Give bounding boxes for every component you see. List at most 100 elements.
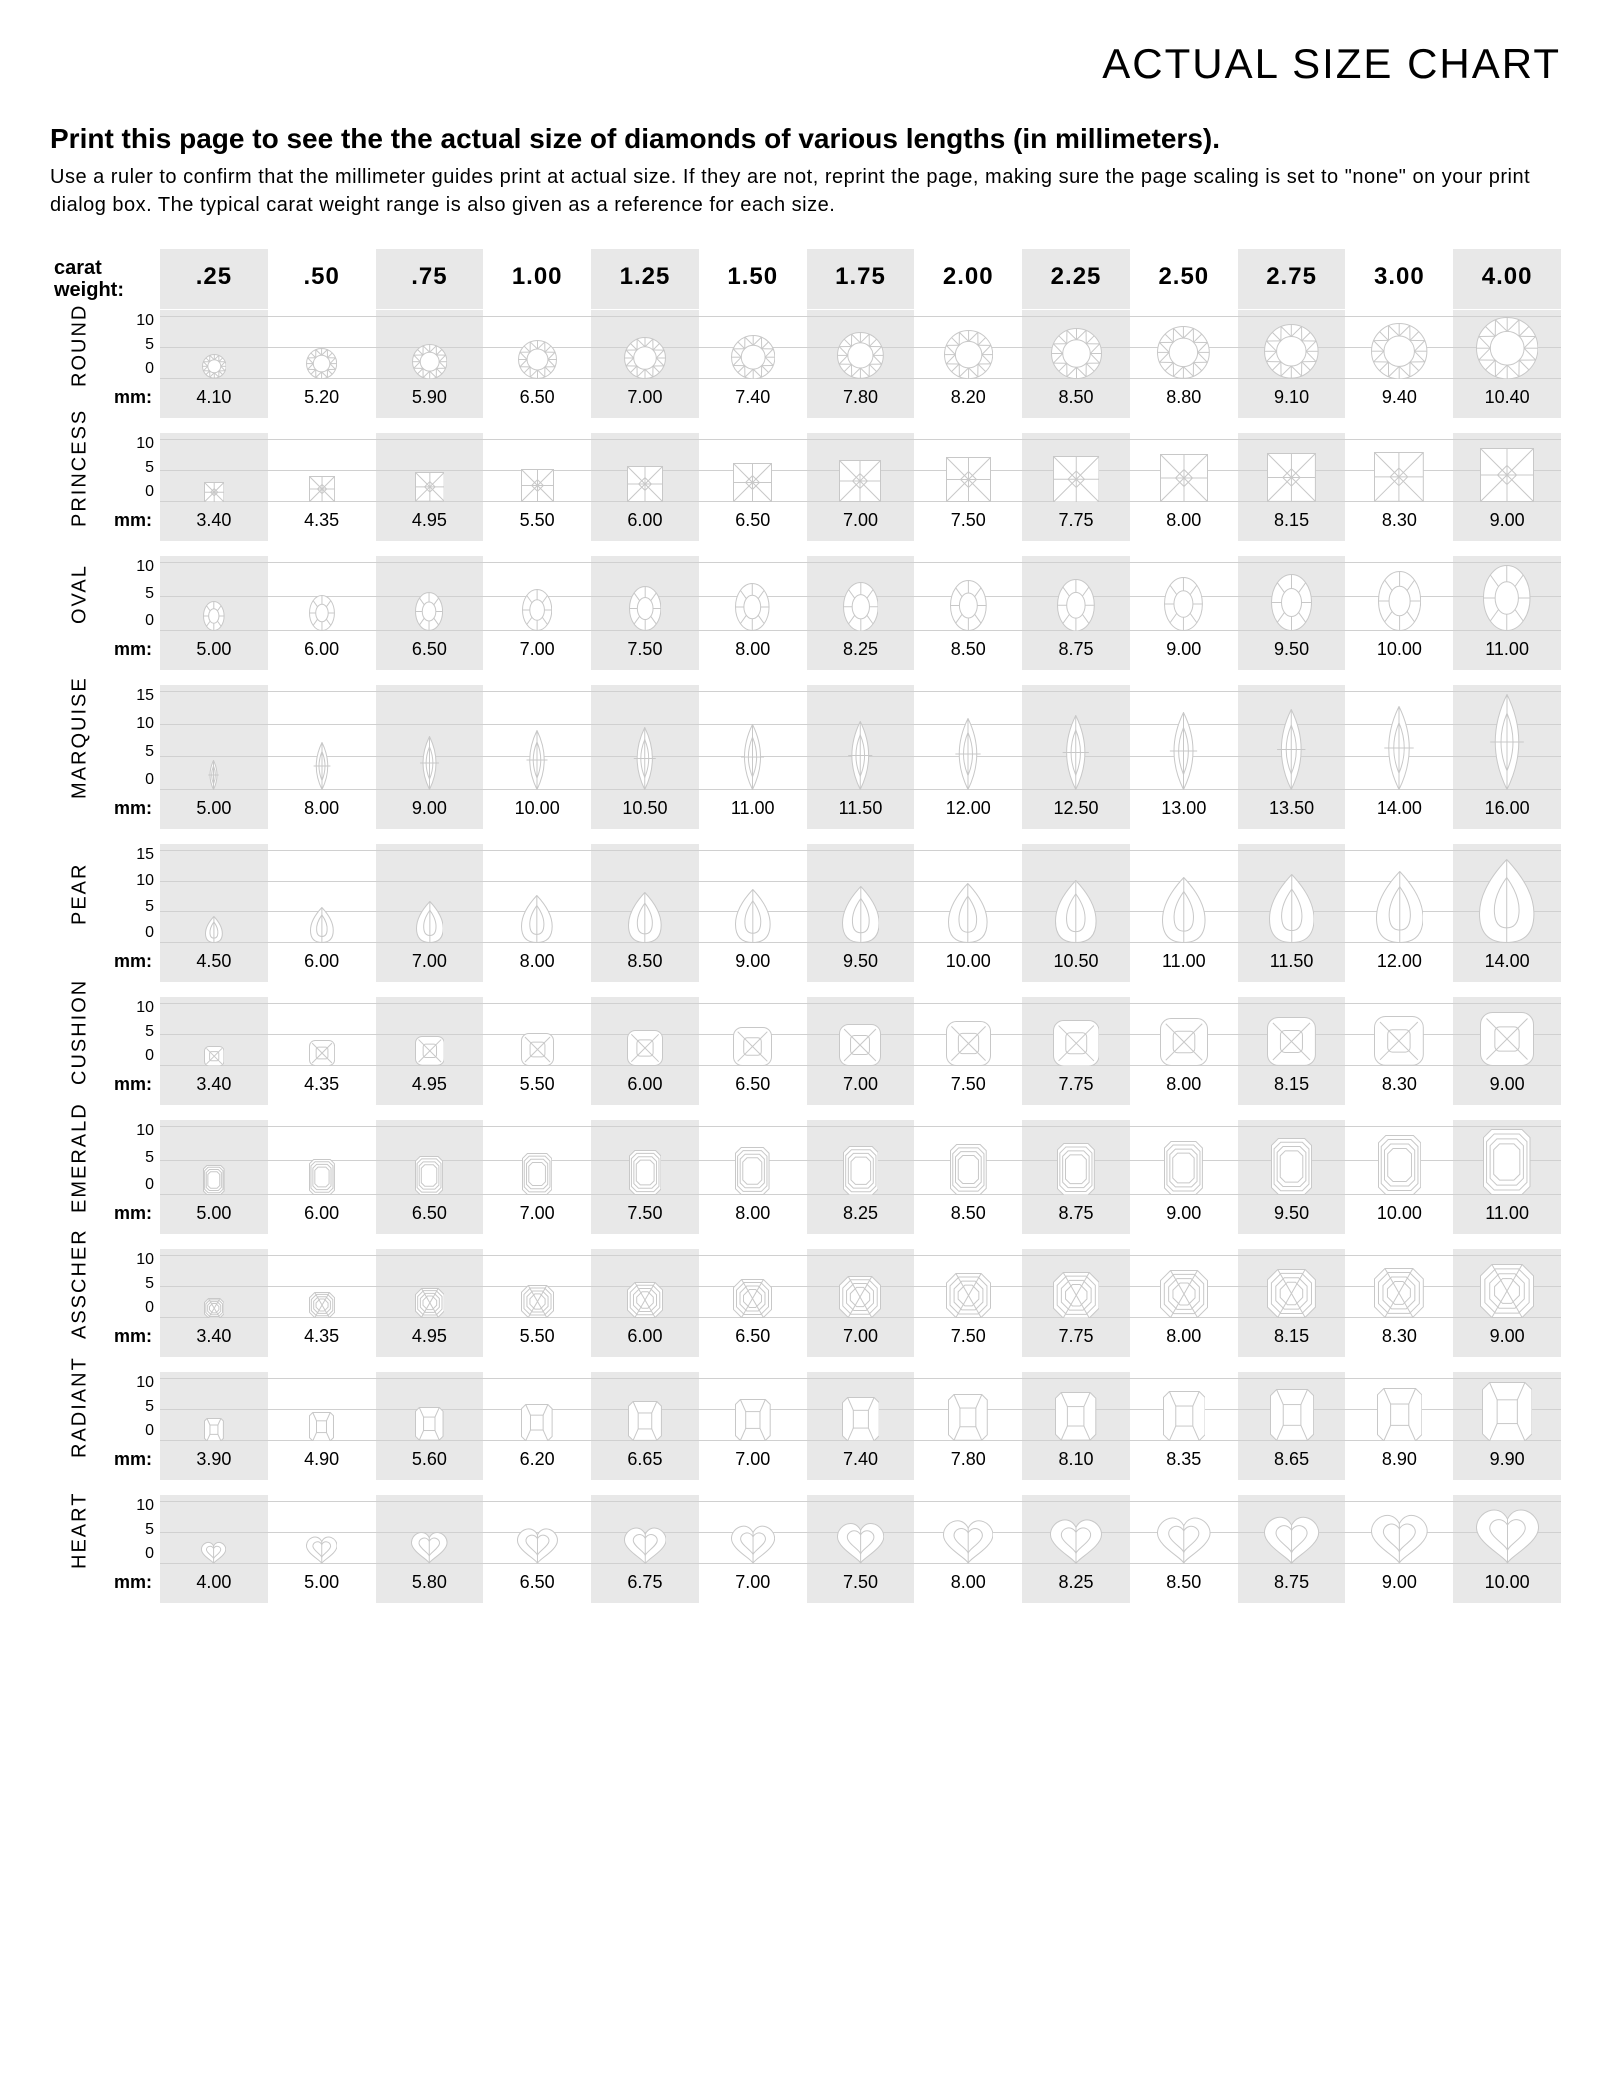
pear-diamond-icon (1055, 880, 1097, 943)
scale-column: 1050 (110, 1494, 160, 1566)
diamond-cell (1022, 309, 1130, 381)
diamond-cell (376, 1119, 484, 1197)
diamond-cell (160, 1371, 268, 1443)
diamond-cell (1130, 843, 1238, 945)
diamond-cell (1453, 996, 1561, 1068)
shape-label-princess: PRINCESS (50, 432, 110, 504)
cushion-diamond-icon (733, 1027, 772, 1066)
shape-label-heart: HEART (50, 1494, 110, 1566)
scale-column: 1050 (110, 555, 160, 633)
diamond-cell (1345, 555, 1453, 633)
scale-tick: 10 (110, 313, 154, 329)
marquise-diamond-icon (843, 721, 878, 790)
diamond-cell (1022, 432, 1130, 504)
row-spacer (50, 1234, 1561, 1248)
mm-value: 6.20 (483, 1443, 591, 1480)
diamond-cell (268, 555, 376, 633)
asscher-diamond-icon (1480, 1264, 1534, 1318)
mm-row-label: mm: (50, 633, 160, 670)
mm-row-label: mm: (50, 504, 160, 541)
pear-diamond-icon (1376, 871, 1424, 943)
emerald-diamond-icon (522, 1153, 552, 1195)
heart-diamond-icon (201, 1540, 226, 1564)
round-diamond-icon (624, 337, 666, 379)
diamond-cell (699, 555, 807, 633)
pear-diamond-icon (1479, 859, 1534, 943)
diamond-cell (914, 1371, 1022, 1443)
diamond-cell (807, 684, 915, 792)
diamond-cell (376, 996, 484, 1068)
heart-diamond-icon (1264, 1512, 1319, 1565)
pear-diamond-icon (1269, 874, 1315, 943)
radiant-diamond-icon (309, 1412, 334, 1441)
cushion-diamond-icon (839, 1024, 881, 1066)
mm-value: 11.00 (1453, 633, 1561, 670)
diamond-cell (807, 1494, 915, 1566)
mm-value: 10.50 (1022, 945, 1130, 982)
diamond-cell (1130, 684, 1238, 792)
mm-value: 10.00 (1453, 1566, 1561, 1603)
mm-value: 4.95 (376, 1320, 484, 1357)
diamond-cell (1345, 1119, 1453, 1197)
asscher-diamond-icon (521, 1285, 554, 1318)
diamond-cell (591, 555, 699, 633)
mm-value: 5.90 (376, 381, 484, 418)
diamond-cell (1022, 843, 1130, 945)
mm-value: 6.50 (699, 1320, 807, 1357)
carat-header: .25 (160, 249, 268, 309)
diamond-cell (914, 309, 1022, 381)
mm-value: 6.50 (699, 1068, 807, 1105)
scale-tick: 0 (110, 484, 154, 500)
princess-diamond-icon (309, 476, 335, 502)
heart-diamond-icon (306, 1534, 338, 1564)
heart-diamond-icon (731, 1522, 775, 1564)
oval-diamond-icon (843, 582, 879, 632)
scale-tick: 10 (110, 1123, 154, 1139)
mm-value: 8.90 (1345, 1443, 1453, 1480)
diamond-cell (268, 996, 376, 1068)
scale-column: 151050 (110, 684, 160, 792)
diamond-cell (699, 1248, 807, 1320)
scale-tick: 15 (110, 847, 154, 863)
scale-tick: 0 (110, 1423, 154, 1439)
scale-tick: 5 (110, 899, 154, 915)
heart-diamond-icon (1157, 1513, 1211, 1564)
mm-value: 6.65 (591, 1443, 699, 1480)
oval-diamond-icon (735, 583, 770, 631)
radiant-diamond-icon (1163, 1391, 1206, 1441)
row-spacer (50, 1105, 1561, 1119)
diamond-cell (807, 843, 915, 945)
diamond-cell (699, 1371, 807, 1443)
diamond-cell (1022, 1248, 1130, 1320)
scale-column: 1050 (110, 1248, 160, 1320)
scale-column: 1050 (110, 432, 160, 504)
pear-diamond-icon (735, 889, 771, 943)
mm-value: 8.20 (914, 381, 1022, 418)
diamond-cell (376, 843, 484, 945)
heart-diamond-icon (624, 1524, 667, 1565)
mm-value: 6.50 (483, 381, 591, 418)
heart-diamond-icon (1050, 1515, 1102, 1565)
diamond-cell (1238, 1371, 1346, 1443)
asscher-diamond-icon (204, 1298, 224, 1318)
mm-row-label: mm: (50, 945, 160, 982)
shape-label-marquise: MARQUISE (50, 684, 110, 792)
round-diamond-icon (518, 340, 557, 379)
heart-diamond-icon (1476, 1504, 1539, 1564)
asscher-diamond-icon (1160, 1270, 1208, 1318)
round-diamond-icon (731, 335, 775, 379)
mm-value: 8.25 (807, 633, 915, 670)
diamond-cell (376, 1494, 484, 1566)
cushion-diamond-icon (204, 1046, 224, 1066)
oval-diamond-icon (629, 586, 661, 631)
cushion-diamond-icon (521, 1033, 554, 1066)
diamond-cell (591, 309, 699, 381)
mm-value: 8.10 (1022, 1443, 1130, 1480)
mm-value: 3.40 (160, 1068, 268, 1105)
mm-value: 7.50 (914, 1320, 1022, 1357)
carat-header: 2.50 (1130, 249, 1238, 309)
marquise-diamond-icon (1164, 712, 1203, 790)
mm-value: 7.00 (376, 945, 484, 982)
scale-tick: 10 (110, 1375, 154, 1391)
oval-diamond-icon (1164, 577, 1203, 631)
